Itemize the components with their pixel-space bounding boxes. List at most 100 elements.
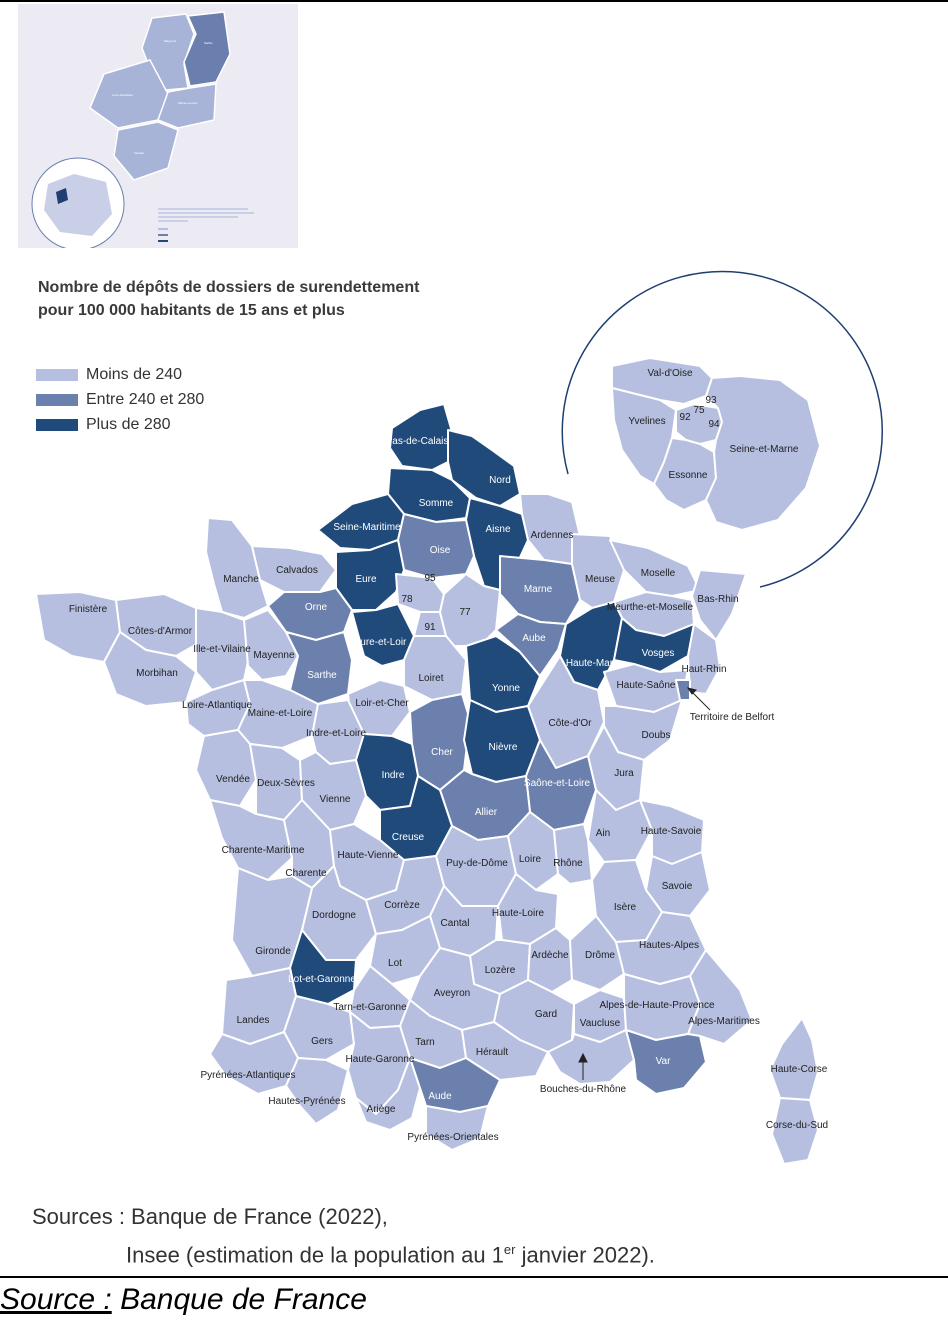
label-ardeche: Ardèche — [531, 950, 569, 961]
label-aube: Aube — [522, 633, 546, 644]
label-pyrenees-atlantiques: Pyrénées-Atlantiques — [200, 1070, 295, 1081]
sources-line2: Insee (estimation de la population au 1e… — [32, 1233, 655, 1271]
legend-label-high: Plus de 280 — [86, 415, 171, 433]
dept-95-78 — [395, 573, 445, 613]
label-93: 93 — [705, 395, 717, 406]
source-caption: Source : Banque de France — [0, 1283, 367, 1317]
dept-haute-corse — [769, 1017, 819, 1101]
label-cote-d-or: Côte-d'Or — [548, 718, 592, 729]
dept-var — [625, 1029, 707, 1095]
label-lot-et-garonne: Lot-et-Garonne — [288, 974, 356, 985]
label-indre-et-loire: Indre-et-Loire — [306, 728, 366, 739]
label-morbihan: Morbihan — [136, 668, 178, 679]
map-title-line1: Nombre de dépôts de dossiers de surendet… — [38, 279, 420, 296]
label-haut-rhin: Haut-Rhin — [681, 664, 726, 675]
label-ardennes: Ardennes — [531, 530, 574, 541]
label-pyrenees-orientales: Pyrénées-Orientales — [407, 1132, 498, 1143]
label-tarn: Tarn — [415, 1037, 434, 1048]
label-seine-et-marne: Seine-et-Marne — [730, 444, 799, 455]
label-bas-rhin: Bas-Rhin — [697, 594, 738, 605]
label-pas-de-calais: Pas-de-Calais — [386, 436, 449, 447]
dept-finistere — [35, 591, 121, 663]
label-alpes-de-haute-provence: Alpes-de-Haute-Provence — [599, 1000, 714, 1011]
label-corse-du-sud: Corse-du-Sud — [766, 1120, 828, 1131]
label-haute-savoie: Haute-Savoie — [641, 826, 702, 837]
label-lozere: Lozère — [485, 965, 516, 976]
label-charente-maritime: Charente-Maritime — [222, 845, 305, 856]
dept-vendee — [195, 729, 257, 807]
dept-hautes-pyrenees — [285, 1057, 349, 1125]
legend-swatch-mid — [36, 393, 78, 406]
label-92: 92 — [679, 412, 691, 423]
label-doubs: Doubs — [642, 730, 671, 741]
label-yvelines: Yvelines — [628, 416, 665, 427]
label-78: 78 — [401, 594, 413, 605]
sources-line1: Sources : Banque de France (2022), — [32, 1204, 388, 1229]
label-sarthe: Sarthe — [307, 670, 337, 681]
label-haute-garonne: Haute-Garonne — [346, 1054, 415, 1065]
dept-loiret — [403, 635, 467, 701]
dept-manche — [205, 517, 269, 619]
label-eure: Eure — [355, 574, 377, 585]
label-essonne: Essonne — [669, 470, 708, 481]
dept-ain — [587, 789, 653, 863]
dept-territoire-de-belfort — [675, 679, 691, 701]
label-ille-et-vilaine: Ille-et-Vilaine — [193, 644, 251, 655]
label-haute-saone: Haute-Saône — [617, 680, 676, 691]
label-meuse: Meuse — [585, 574, 615, 585]
label-creuse: Creuse — [392, 832, 425, 843]
dept-calvados — [251, 545, 337, 593]
label-deux-sevres: Deux-Sèvres — [257, 778, 315, 789]
label-orne: Orne — [305, 602, 328, 613]
dept-nord — [447, 429, 521, 507]
label-cantal: Cantal — [441, 918, 470, 929]
source-name: Banque de France — [111, 1283, 367, 1316]
dept-mayenne — [243, 609, 299, 681]
label-vaucluse: Vaucluse — [580, 1018, 621, 1029]
label-moselle: Moselle — [641, 568, 676, 579]
dept-rhone — [553, 823, 593, 885]
label-gironde: Gironde — [255, 946, 291, 957]
legend-label-mid: Entre 240 et 280 — [86, 390, 205, 408]
departments — [35, 403, 819, 1165]
label-cher: Cher — [431, 747, 453, 758]
label-nievre: Nièvre — [489, 742, 518, 753]
label-indre: Indre — [382, 770, 405, 781]
label-meurthe-et-moselle: Meurthe-et-Moselle — [607, 602, 694, 613]
label-vosges: Vosges — [642, 648, 675, 659]
region-seine-et-marne — [704, 374, 822, 532]
label-gers: Gers — [311, 1036, 333, 1047]
dept-maine-et-loire — [237, 679, 319, 749]
label-allier: Allier — [475, 807, 498, 818]
label-marne: Marne — [524, 584, 553, 595]
sources-line2-a: Insee (estimation de la population au 1 — [126, 1242, 504, 1268]
dept-aube — [495, 613, 567, 677]
france-map: Val-d'Oise Yvelines Essonne Seine-et-Mar… — [35, 270, 883, 1165]
label-yonne: Yonne — [492, 683, 520, 694]
sources-line2-sup: er — [503, 1242, 516, 1257]
map-title: Nombre de dépôts de dossiers de surendet… — [38, 276, 419, 322]
svg-text:Loire-Atlantique: Loire-Atlantique — [112, 93, 133, 97]
legend-label-low: Moins de 240 — [86, 365, 183, 383]
label-vendee: Vendée — [216, 774, 250, 785]
dept-haut-rhin — [687, 623, 721, 695]
label-haute-loire: Haute-Loire — [492, 908, 545, 919]
label-oise: Oise — [430, 545, 451, 556]
label-gard: Gard — [535, 1009, 557, 1020]
label-maine-et-loire: Maine-et-Loire — [248, 708, 313, 719]
dept-labels: Val-d'Oise Yvelines Essonne Seine-et-Mar… — [69, 368, 828, 1143]
bottom-rule — [0, 1276, 948, 1278]
label-ain: Ain — [596, 828, 610, 839]
label-calvados: Calvados — [276, 565, 318, 576]
svg-text:Vendée: Vendée — [134, 151, 145, 155]
label-vienne: Vienne — [320, 794, 351, 805]
label-95: 95 — [424, 573, 436, 584]
label-ariege: Ariège — [367, 1104, 396, 1115]
svg-text:Mayenne: Mayenne — [164, 39, 177, 43]
label-dordogne: Dordogne — [312, 910, 356, 921]
label-77: 77 — [459, 607, 471, 618]
label-territoire-de-belfort: Territoire de Belfort — [690, 712, 775, 723]
label-loir-et-cher: Loir-et-Cher — [355, 698, 409, 709]
thumbnail-map: Mayenne Sarthe Loire-Atlantique Maine-et… — [18, 4, 298, 248]
legend-item-high: Plus de 280 — [36, 412, 204, 437]
